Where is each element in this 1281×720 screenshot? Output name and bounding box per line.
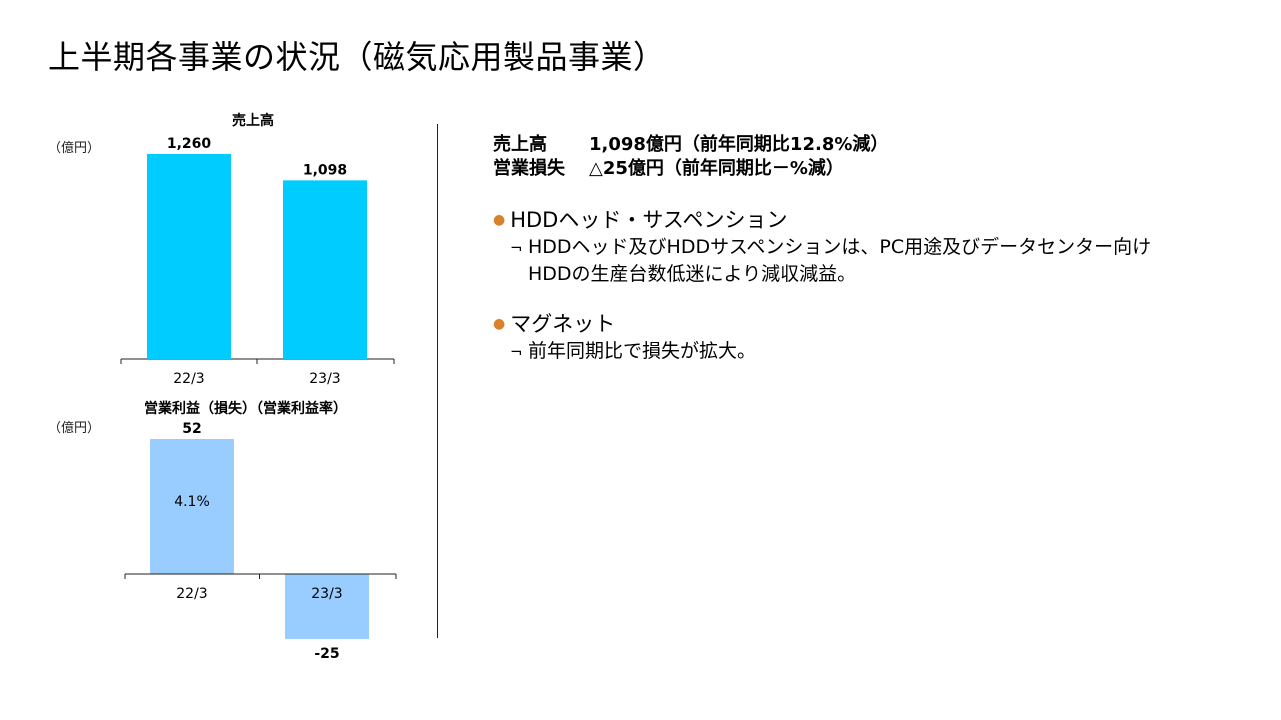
- section-hdd-detail: ¬ HDDヘッド及びHDDサスペンションは、PC用途及びデータセンター向け HDD…: [510, 234, 1151, 287]
- profit-unit-label: （億円）: [48, 421, 101, 436]
- revenue-bar-22-3: [147, 154, 231, 359]
- profit-chart-title: 営業利益（損失）（営業利益率）: [144, 401, 347, 417]
- revenue-chart-title: 売上高: [232, 113, 274, 129]
- section-hdd-heading-text: HDDヘッド・サスペンション: [510, 208, 788, 232]
- summary-sales-label: 売上高: [493, 134, 547, 155]
- section-hdd-line1: HDDヘッド及びHDDサスペンションは、PC用途及びデータセンター向け: [528, 236, 1152, 258]
- revenue-category-label: 22/3: [173, 371, 204, 387]
- section-magnet-heading: ● マグネット: [493, 310, 756, 338]
- section-hdd-heading: ● HDDヘッド・サスペンション: [493, 206, 1151, 234]
- summary-loss-row: 営業損失 △25億円（前年同期比－%減）: [493, 157, 888, 181]
- revenue-value-label: 1,260: [167, 136, 212, 152]
- section-hdd-line2: HDDの生産台数低迷により減収減益。: [528, 263, 857, 285]
- summary-block: 売上高 1,098億円（前年同期比12.8%減） 営業損失 △25億円（前年同期比－…: [493, 133, 888, 181]
- profit-category-label: 23/3: [311, 586, 342, 602]
- revenue-unit-label: （億円）: [48, 141, 101, 156]
- section-magnet-detail: ¬ 前年同期比で損失が拡大。: [510, 338, 756, 365]
- revenue-value-label: 1,098: [303, 162, 347, 178]
- profit-value-label: 52: [182, 421, 201, 437]
- divider-line: [437, 124, 438, 638]
- summary-loss-label: 営業損失: [493, 158, 565, 179]
- revenue-bar-chart: 1,260 22/3 1,098 23/3: [120, 136, 395, 387]
- summary-sales-text: 1,098億円（前年同期比12.8%減）: [589, 134, 889, 155]
- summary-loss-text: △25億円（前年同期比－%減）: [589, 158, 844, 179]
- revenue-category-label: 23/3: [309, 371, 340, 387]
- page-title: 上半期各事業の状況（磁気応用製品事業）: [48, 38, 666, 76]
- profit-margin-label: 4.1%: [174, 494, 210, 510]
- not-sign-icon: ¬: [510, 343, 523, 361]
- profit-bar-23-3: [285, 574, 369, 639]
- section-magnet: ● マグネット ¬ 前年同期比で損失が拡大。: [493, 310, 756, 365]
- operating-profit-bar-chart: 52 22/3 4.1% -25 23/3: [124, 421, 397, 662]
- bullet-icon: ●: [493, 316, 506, 332]
- summary-sales-row: 売上高 1,098億円（前年同期比12.8%減）: [493, 133, 888, 157]
- profit-category-label: 22/3: [176, 586, 207, 602]
- section-hdd: ● HDDヘッド・サスペンション ¬ HDDヘッド及びHDDサスペンションは、PC用…: [493, 206, 1151, 287]
- profit-value-label: -25: [314, 646, 339, 662]
- profit-bar-22-3: [150, 439, 234, 574]
- bullet-icon: ●: [493, 212, 506, 228]
- section-magnet-line1: 前年同期比で損失が拡大。: [528, 340, 757, 362]
- not-sign-icon: ¬: [510, 239, 523, 257]
- section-magnet-heading-text: マグネット: [510, 312, 616, 336]
- revenue-bar-23-3: [283, 180, 367, 359]
